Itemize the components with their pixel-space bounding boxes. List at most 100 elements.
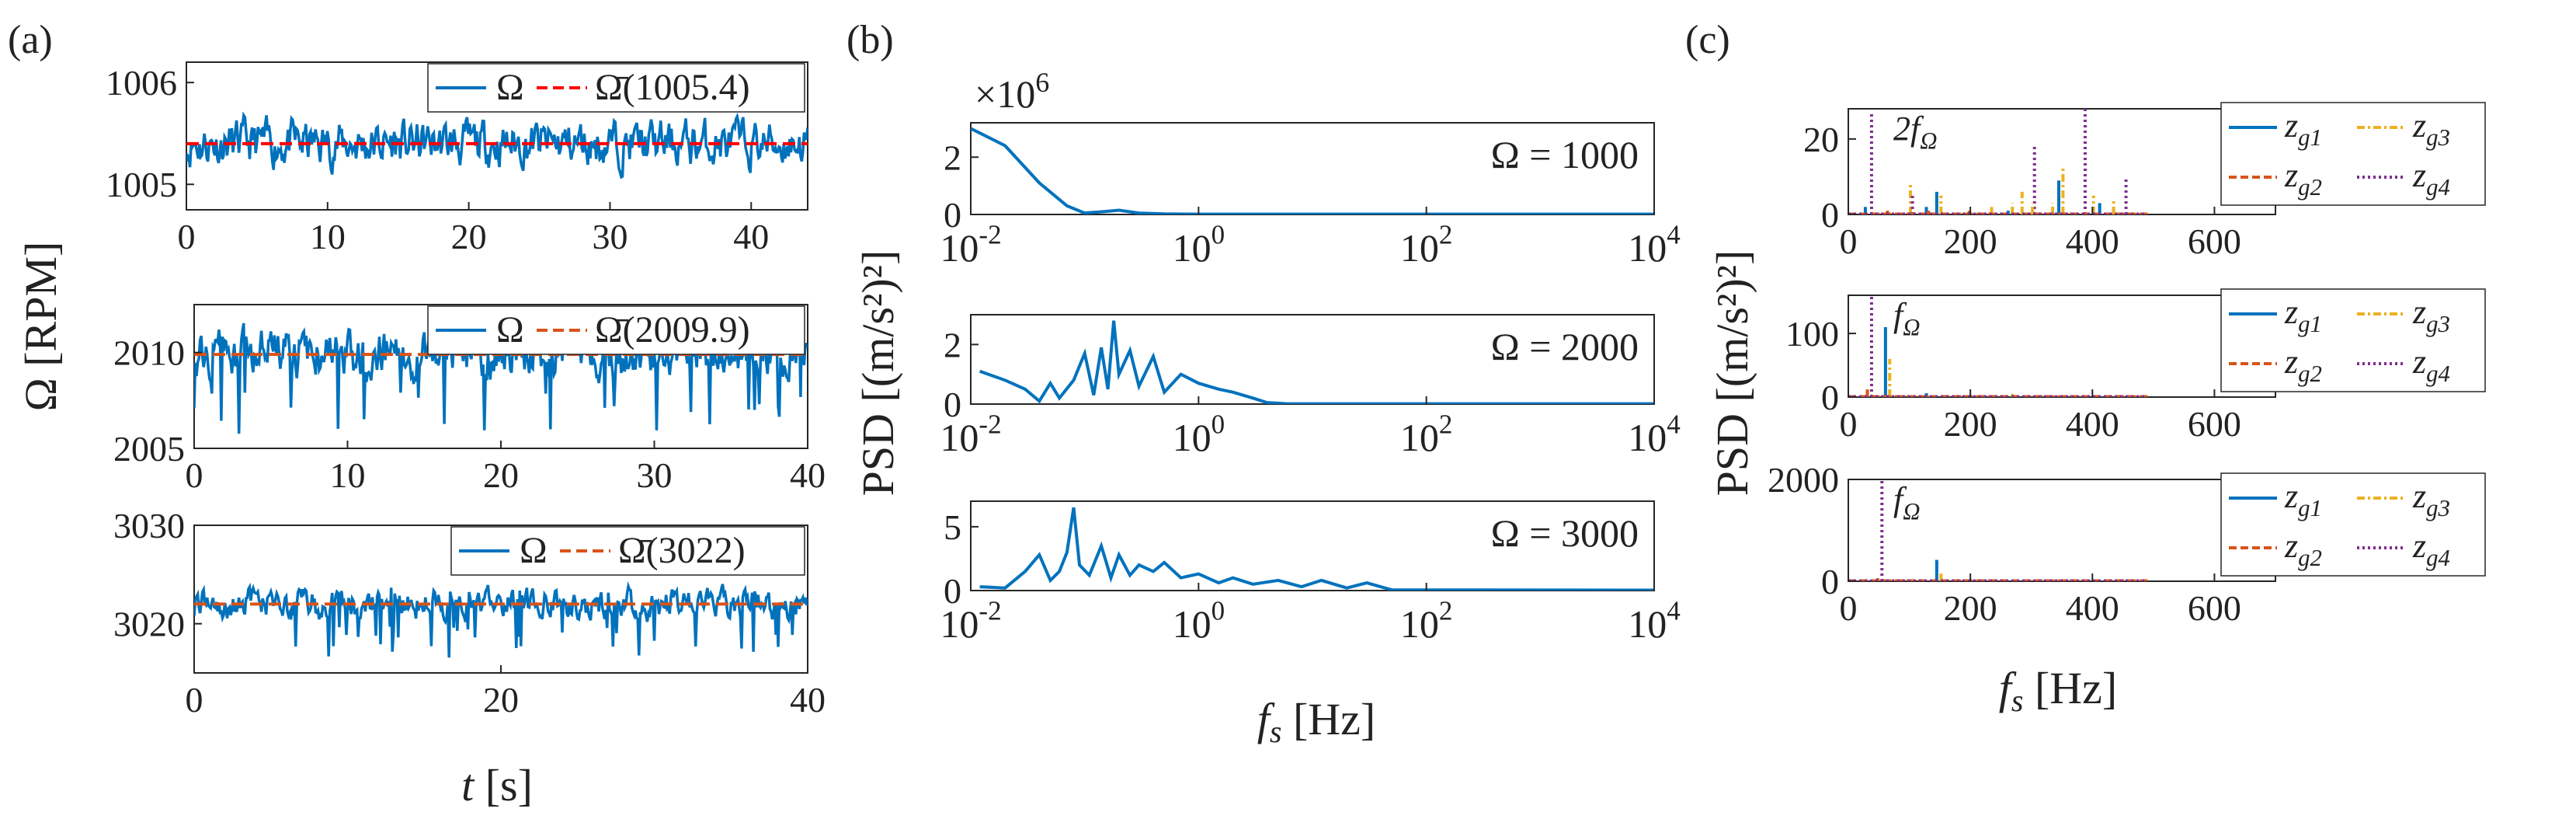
plot-content bbox=[1848, 479, 2147, 581]
plot-content bbox=[1848, 109, 2147, 214]
y-tick-label: 0 bbox=[944, 571, 961, 611]
x-tick-label: 100 bbox=[1173, 410, 1225, 460]
plot-area bbox=[1848, 295, 2276, 398]
plot-area bbox=[970, 500, 1655, 591]
y-tick-label: 0 bbox=[944, 385, 961, 424]
plot-content bbox=[979, 320, 1654, 404]
plot-content bbox=[1848, 295, 2147, 397]
x-tick-label: 10-2 bbox=[940, 410, 1001, 460]
x-tick-label: 10-2 bbox=[940, 596, 1001, 647]
x-tick-label: 40 bbox=[790, 680, 826, 720]
x-tick-label: 0 bbox=[178, 217, 196, 256]
x-tick-label: 104 bbox=[1628, 596, 1681, 647]
y-tick-label: 0 bbox=[944, 195, 961, 235]
panel-label-c: (c) bbox=[1685, 18, 1730, 62]
y-tick-label: 2010 bbox=[113, 333, 185, 373]
panel-a-xlabel-unit: [s] bbox=[485, 760, 533, 810]
legend-label: zg1 bbox=[2284, 106, 2322, 151]
panel-c-xlabel-sub: s bbox=[2011, 683, 2024, 718]
x-tick-label: 200 bbox=[1944, 404, 1997, 444]
chart-b1: 10-2 100 102 104 0 2 Ω = 1000 ×106 bbox=[940, 67, 1680, 270]
y-tick-label: 3030 bbox=[113, 506, 185, 545]
y-tick-label: 1006 bbox=[106, 63, 177, 103]
plot-content bbox=[186, 111, 808, 179]
legend-label: Ω bbox=[496, 67, 524, 108]
x-tick-label: 100 bbox=[1173, 220, 1225, 270]
x-tick-label: 102 bbox=[1400, 220, 1453, 270]
panel-b-xlabel-sub: s bbox=[1270, 714, 1282, 749]
panel-label-b: (b) bbox=[846, 18, 894, 62]
plot-content bbox=[979, 507, 1654, 591]
x-tick-label: 0 bbox=[1840, 588, 1858, 628]
x-tick-label: 0 bbox=[186, 455, 203, 495]
x-tick-label: 600 bbox=[2188, 588, 2241, 628]
psd-line bbox=[979, 507, 1654, 591]
legend-label: Ω̄(3022) bbox=[618, 530, 746, 571]
chart-b3: 10-2 100 102 104 0 5 Ω = 3000 bbox=[940, 500, 1681, 647]
panel-a-xlabel-var: t bbox=[461, 760, 475, 810]
y-tick-label: 2 bbox=[944, 325, 961, 364]
legend-label: zg4 bbox=[2412, 527, 2450, 571]
x-tick-label: 10-2 bbox=[940, 220, 1001, 270]
legend-label: zg3 bbox=[2412, 293, 2450, 337]
chart-c1: 0 200 400 600 0 20 2fΩ zg1 zg3 zg2 zg4 bbox=[1803, 102, 2486, 261]
plot-area bbox=[1848, 479, 2276, 582]
x-tick-label: 40 bbox=[733, 217, 769, 256]
x-tick-label: 200 bbox=[1944, 588, 1997, 628]
x-tick-label: 104 bbox=[1628, 220, 1681, 270]
psd-line bbox=[971, 127, 1654, 214]
x-tick-label: 600 bbox=[2188, 404, 2241, 444]
x-tick-label: 102 bbox=[1400, 410, 1453, 460]
chart-a1: 0 10 20 30 40 1005 1006 Ω Ω̄(1005.4) bbox=[106, 61, 808, 256]
omega-annotation: Ω = 2000 bbox=[1491, 325, 1639, 368]
x-tick-label: 400 bbox=[2066, 404, 2119, 444]
legend-box bbox=[450, 526, 805, 576]
psd-line bbox=[979, 320, 1654, 404]
legend-box bbox=[2220, 472, 2486, 577]
x-tick-label: 30 bbox=[637, 455, 673, 495]
legend-box bbox=[427, 305, 805, 355]
y-tick-label: 100 bbox=[1785, 314, 1839, 354]
y-tick-label: 5 bbox=[944, 507, 961, 547]
legend-label: zg4 bbox=[2412, 156, 2450, 200]
chart-b2: 10-2 100 102 104 0 2 Ω = 2000 bbox=[940, 314, 1681, 460]
x-tick-label: 30 bbox=[592, 217, 627, 256]
x-tick-label: 400 bbox=[2066, 588, 2119, 628]
x-tick-label: 40 bbox=[790, 455, 826, 495]
y-tick-label: 0 bbox=[1821, 562, 1839, 601]
legend-label: zg3 bbox=[2412, 477, 2450, 521]
panel-a-xlabel: t [s] bbox=[461, 760, 533, 810]
panel-c-xlabel-unit: [Hz] bbox=[2035, 663, 2117, 713]
omega-annotation: Ω = 1000 bbox=[1491, 133, 1639, 176]
y-exponent: ×106 bbox=[975, 67, 1049, 116]
y-tick-label: 0 bbox=[1821, 195, 1839, 235]
chart-a2: 0 10 20 30 40 2005 2010 Ω Ω̄(2009.9) bbox=[113, 304, 826, 495]
legend: Ω Ω̄(1005.4) bbox=[427, 63, 805, 113]
plot-content bbox=[194, 580, 808, 658]
x-tick-label: 104 bbox=[1628, 410, 1681, 460]
legend: Ω Ω̄(3022) bbox=[450, 526, 805, 576]
x-tick-label: 20 bbox=[451, 217, 487, 256]
panel-b-ylabel: PSD [(m/s²)²] bbox=[853, 250, 903, 497]
x-tick-label: 10 bbox=[330, 455, 366, 495]
legend-label: Ω̄(1005.4) bbox=[595, 67, 750, 108]
legend-label: Ω bbox=[496, 309, 524, 350]
x-tick-label: 10 bbox=[310, 217, 346, 256]
series-line bbox=[186, 111, 808, 179]
legend: zg1 zg3 zg2 zg4 bbox=[2220, 472, 2486, 577]
legend-label: Ω bbox=[520, 530, 548, 571]
legend-label: zg2 bbox=[2284, 156, 2322, 200]
x-tick-label: 0 bbox=[1840, 221, 1858, 261]
y-tick-label: 20 bbox=[1803, 120, 1839, 159]
legend: Ω Ω̄(2009.9) bbox=[427, 305, 805, 355]
plot-area bbox=[970, 122, 1655, 215]
legend-box bbox=[2220, 288, 2486, 392]
panel-b-xlabel-unit: [Hz] bbox=[1293, 694, 1375, 744]
legend-label: zg1 bbox=[2284, 477, 2322, 521]
omega-annotation: Ω = 3000 bbox=[1491, 511, 1639, 555]
x-tick-label: 100 bbox=[1173, 596, 1225, 647]
